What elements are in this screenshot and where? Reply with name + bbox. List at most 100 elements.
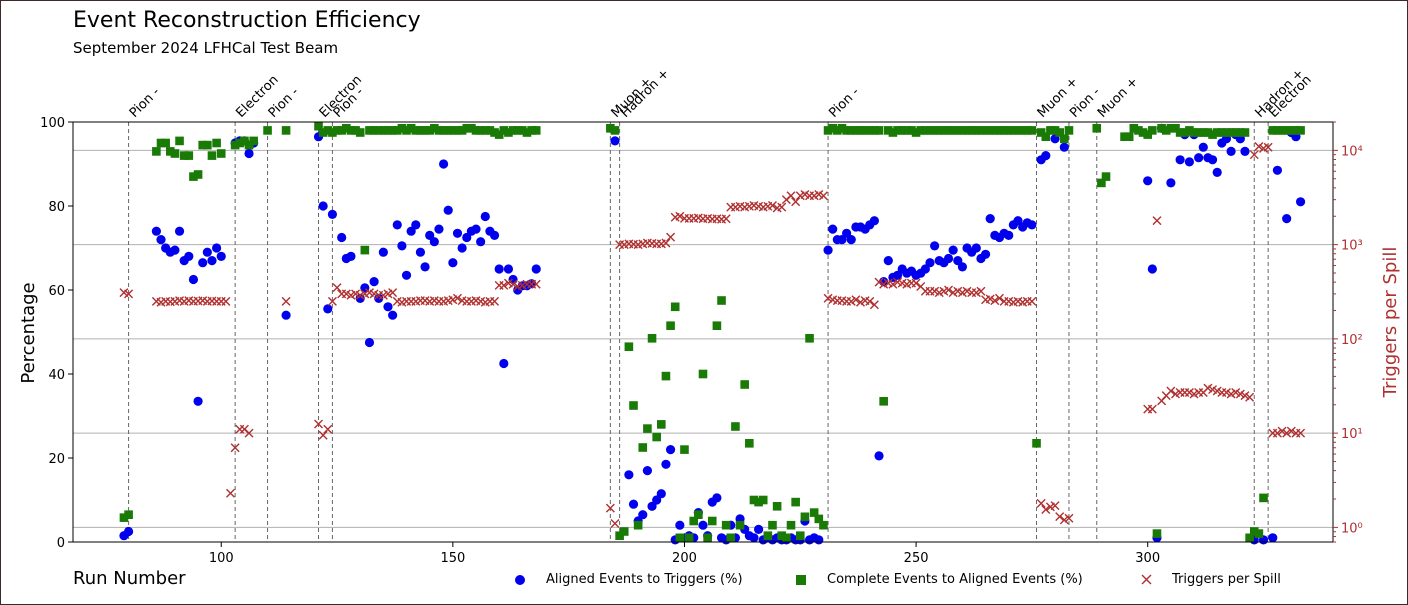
complete-point [346, 126, 356, 135]
complete-point [833, 126, 842, 135]
complete-point [860, 126, 870, 135]
complete-point [494, 130, 504, 139]
aligned-point [434, 224, 444, 234]
complete-point [342, 124, 351, 133]
complete-point [745, 439, 754, 448]
aligned-point [1041, 151, 1051, 161]
complete-point [527, 126, 536, 135]
complete-point [795, 531, 805, 540]
complete-point [999, 126, 1009, 135]
trigger-point [332, 283, 342, 293]
trigger-point [1286, 426, 1296, 436]
aligned-point [1027, 220, 1037, 230]
legend-circle-icon [515, 574, 525, 585]
complete-point [939, 126, 949, 135]
complete-point [490, 128, 499, 137]
complete-point [883, 126, 893, 135]
complete-point [870, 126, 879, 135]
complete-point [717, 296, 726, 305]
complete-point [763, 531, 773, 540]
complete-point [902, 126, 912, 135]
complete-point [263, 126, 272, 135]
aligned-point [392, 220, 402, 230]
complete-point [754, 497, 763, 507]
aligned-point [980, 249, 991, 259]
complete-point [856, 126, 865, 135]
complete-point [657, 420, 666, 429]
trigger-point [1027, 296, 1037, 306]
complete-point [434, 126, 444, 135]
aligned-point [638, 510, 648, 520]
y-tick-label: 80 [48, 200, 65, 215]
complete-point [934, 126, 944, 135]
trigger-point [1254, 141, 1264, 151]
complete-point [1097, 178, 1106, 188]
aligned-point [846, 235, 856, 245]
trigger-point [994, 293, 1004, 303]
complete-point [1050, 126, 1060, 135]
trigger-point [1296, 428, 1306, 438]
aligned-point [401, 270, 412, 280]
aligned-point [383, 302, 393, 312]
complete-point [383, 126, 393, 135]
trigger-point [1282, 428, 1292, 438]
legend-square-icon [796, 574, 806, 585]
aligned-point [216, 251, 226, 261]
aligned-point [411, 220, 421, 230]
aligned-point [925, 258, 935, 268]
complete-point [814, 514, 824, 524]
aligned-point [842, 228, 852, 238]
legend-x-icon [1141, 574, 1152, 584]
complete-point [680, 445, 689, 454]
trigger-point [281, 296, 291, 306]
complete-point [360, 245, 370, 255]
complete-point [416, 126, 425, 135]
aligned-point [1268, 533, 1278, 543]
aligned-point [883, 256, 893, 266]
plot-frame [72, 121, 1334, 543]
complete-point [1124, 132, 1134, 141]
trigger-point [791, 197, 801, 207]
complete-point [967, 126, 976, 135]
complete-point [624, 342, 634, 351]
aligned-point [123, 526, 134, 537]
run-marker-label: Muon + [1095, 74, 1141, 120]
complete-point [240, 136, 249, 146]
aligned-point [170, 245, 180, 255]
complete-point [443, 126, 453, 135]
complete-point [1148, 126, 1157, 135]
aligned-point [364, 337, 375, 348]
trigger-point [888, 279, 898, 289]
complete-point [740, 380, 749, 389]
complete-point [1212, 128, 1222, 137]
aligned-point [480, 211, 490, 222]
complete-point [633, 520, 643, 530]
trigger-point [314, 419, 324, 429]
complete-point [1282, 126, 1291, 135]
complete-point [1046, 126, 1055, 135]
aligned-point [202, 247, 212, 257]
complete-point [1013, 126, 1023, 135]
x-tick-label: 100 [209, 551, 234, 566]
complete-point [995, 126, 1004, 135]
legend: Aligned Events to Triggers (%) Complete … [0, 572, 1408, 594]
legend-label-triggers: Triggers per Spill [1172, 572, 1281, 587]
aligned-point [661, 459, 671, 469]
complete-point [911, 128, 921, 137]
complete-point [207, 151, 217, 160]
trigger-point [1041, 504, 1051, 514]
trigger-point [990, 296, 1000, 306]
aligned-point [1059, 142, 1069, 152]
complete-point [337, 126, 346, 135]
complete-point [893, 126, 902, 135]
complete-point [152, 147, 161, 156]
chart-title: Event Reconstruction Efficiency [73, 8, 421, 33]
complete-point [777, 531, 787, 540]
x-tick-label: 150 [440, 551, 465, 566]
aligned-point [489, 230, 500, 240]
trigger-point [1166, 386, 1176, 396]
complete-point [675, 533, 685, 543]
complete-point [420, 126, 430, 135]
complete-point [800, 512, 810, 522]
trigger-point [1245, 392, 1255, 402]
